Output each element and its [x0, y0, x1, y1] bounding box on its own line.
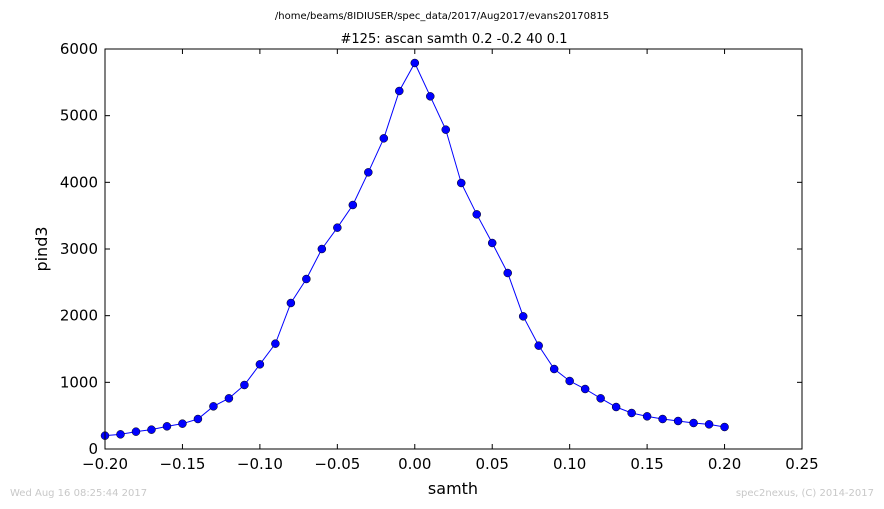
data-point — [596, 394, 605, 403]
data-point — [209, 402, 218, 411]
data-point — [627, 408, 636, 418]
data-point — [704, 420, 714, 429]
footer-timestamp: Wed Aug 16 08:25:44 2017 — [10, 488, 148, 499]
data-point — [441, 125, 451, 134]
data-point — [147, 425, 156, 434]
y-axis-label: pind3 — [32, 226, 51, 271]
y-tick-label: 1000 — [60, 373, 98, 391]
data-point — [224, 394, 234, 403]
data-point — [720, 422, 729, 432]
y-axis-ticks: 0 1000 2000 3000 4000 5000 6000 — [60, 40, 802, 458]
data-point — [317, 244, 327, 254]
data-point — [286, 298, 296, 308]
data-point — [193, 414, 203, 424]
data-point — [364, 168, 373, 177]
data-point — [271, 339, 280, 348]
data-point — [487, 238, 497, 248]
data-point — [255, 360, 265, 369]
chart-suptitle: /home/beams/8IDIUSER/spec_data/2017/Aug2… — [275, 11, 609, 22]
x-tick-label: −0.05 — [314, 455, 360, 473]
data-point — [580, 384, 590, 394]
data-point — [611, 402, 621, 412]
data-series — [100, 58, 729, 440]
plot-area — [105, 49, 802, 449]
y-tick-label: 6000 — [60, 40, 98, 58]
data-point — [348, 200, 358, 210]
x-axis-label: samth — [428, 479, 478, 498]
x-tick-label: −0.10 — [237, 455, 283, 473]
x-tick-label: −0.20 — [82, 455, 128, 473]
data-point — [426, 92, 435, 101]
data-point — [503, 268, 512, 278]
data-point — [302, 274, 311, 284]
data-point — [534, 341, 543, 350]
x-tick-label: 0.05 — [476, 455, 509, 473]
x-tick-label: 0.15 — [630, 455, 663, 473]
data-point — [116, 430, 125, 439]
y-tick-label: 3000 — [60, 240, 98, 258]
data-point — [456, 178, 466, 188]
data-point — [518, 312, 528, 321]
y-tick-label: 4000 — [60, 173, 98, 191]
footer-credit: spec2nexus, (C) 2014-2017 — [735, 488, 874, 499]
y-tick-label: 2000 — [60, 307, 98, 325]
data-point — [395, 86, 404, 96]
x-tick-label: 0.20 — [708, 455, 741, 473]
data-point — [240, 380, 249, 390]
x-tick-label: −0.15 — [159, 455, 205, 473]
data-point — [472, 210, 481, 219]
y-tick-label: 0 — [88, 440, 98, 458]
data-point — [131, 427, 141, 436]
data-point — [565, 376, 574, 386]
x-tick-label: 0.25 — [785, 455, 818, 473]
data-point — [162, 422, 172, 431]
data-point — [410, 58, 420, 68]
data-point — [658, 414, 667, 424]
plot-frame — [104, 48, 803, 450]
y-tick-label: 5000 — [60, 107, 98, 125]
data-point — [333, 223, 342, 232]
data-point — [379, 134, 389, 143]
data-point — [642, 412, 652, 421]
x-tick-label: 0.00 — [398, 455, 431, 473]
x-tick-label: 0.10 — [553, 455, 586, 473]
data-point — [178, 419, 187, 428]
chart-title: #125: ascan samth 0.2 -0.2 40 0.1 — [341, 32, 568, 47]
data-point — [673, 416, 683, 426]
data-point — [689, 418, 698, 428]
data-point — [549, 364, 559, 374]
x-axis-ticks: −0.20 −0.15 −0.10 −0.05 0.00 0.05 0.10 0.15 0.20… — [82, 49, 819, 473]
